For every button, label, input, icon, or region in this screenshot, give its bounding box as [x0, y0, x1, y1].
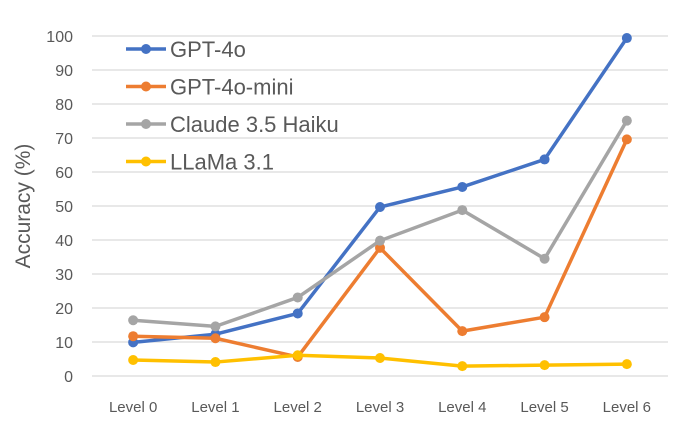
- data-point: [457, 205, 468, 216]
- x-tick-label: Level 4: [438, 399, 486, 416]
- data-point: [457, 181, 468, 192]
- y-tick-label: 50: [55, 199, 73, 216]
- x-tick-label: Level 2: [274, 399, 322, 416]
- y-tick-label: 90: [55, 63, 73, 80]
- x-tick-label: Level 6: [603, 399, 651, 416]
- data-point: [128, 315, 139, 326]
- x-tick-label: Level 5: [520, 399, 568, 416]
- data-point: [539, 312, 550, 323]
- y-tick-label: 60: [55, 165, 73, 182]
- data-point: [539, 154, 550, 165]
- y-tick-label: 10: [55, 335, 73, 352]
- data-point: [375, 202, 385, 213]
- data-point: [375, 242, 385, 253]
- data-point: [292, 350, 303, 361]
- y-tick-label: 0: [64, 369, 73, 386]
- x-tick-label: Level 1: [191, 399, 239, 416]
- legend-label: LLaMa 3.1: [170, 150, 274, 175]
- data-point: [621, 115, 632, 126]
- y-tick-label: 100: [46, 29, 73, 46]
- x-tick-label: Level 0: [109, 399, 157, 416]
- legend-marker: [141, 44, 151, 54]
- data-point: [375, 235, 385, 246]
- data-point: [621, 134, 632, 145]
- y-tick-label: 40: [55, 233, 73, 250]
- series-lines: [128, 33, 632, 372]
- data-point: [292, 308, 303, 319]
- data-point: [621, 359, 632, 370]
- legend-marker: [141, 119, 151, 129]
- y-tick-label: 30: [55, 267, 73, 284]
- x-tick-label: Level 3: [356, 399, 404, 416]
- series-claude-3-5-haiku: [128, 115, 632, 332]
- y-tick-label: 20: [55, 301, 73, 318]
- data-point: [457, 326, 468, 337]
- data-point: [539, 360, 550, 371]
- y-tick-label: 80: [55, 97, 73, 114]
- y-tick-label: 70: [55, 131, 73, 148]
- legend-label: Claude 3.5 Haiku: [170, 112, 339, 137]
- data-point: [210, 321, 221, 332]
- legend-label: GPT-4o-mini: [170, 75, 293, 100]
- legend: GPT-4o GPT-4o-mini Claude 3.5 Haiku LLaMa 3…: [126, 37, 339, 175]
- data-point: [210, 357, 221, 368]
- data-point: [539, 253, 550, 264]
- legend-marker: [141, 156, 151, 167]
- data-point: [292, 292, 303, 303]
- series-llama-3-1: [128, 350, 632, 372]
- data-point: [128, 355, 139, 366]
- data-point: [128, 331, 139, 342]
- data-point: [210, 333, 221, 344]
- data-point: [621, 33, 632, 44]
- data-point: [375, 352, 385, 363]
- legend-label: GPT-4o: [170, 37, 246, 62]
- data-point: [457, 361, 468, 372]
- y-axis-label: Accuracy (%): [12, 144, 35, 269]
- x-axis-ticks: Level 0 Level 1 Level 2 Level 3 Level 4 Level…: [109, 399, 651, 416]
- y-axis-ticks: 0 10 20 30 40 50 60 70 80 90 100: [46, 29, 73, 386]
- legend-marker: [141, 81, 151, 92]
